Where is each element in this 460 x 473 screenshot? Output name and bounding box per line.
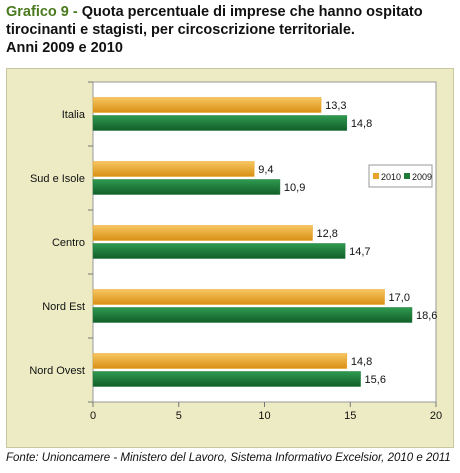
bar-2009: [92, 243, 346, 259]
bar-2009: [92, 307, 413, 323]
plot-area: [92, 81, 437, 403]
data-label-2009: 15,6: [365, 374, 386, 386]
title-line-3: Anni 2009 e 2010: [6, 40, 123, 56]
data-label-2010: 17,0: [389, 292, 410, 304]
category-label: Sud e Isole: [30, 173, 85, 185]
legend-label-2009: 2009: [412, 172, 432, 182]
title-prefix: Grafico 9 -: [6, 4, 82, 20]
bar-2010: [92, 97, 322, 113]
data-label-2009: 10,9: [284, 182, 305, 194]
x-tick-label: 0: [90, 410, 96, 422]
bar-2009: [92, 371, 361, 387]
title-line-2: tirocinanti e stagisti, per circoscrizio…: [6, 22, 355, 38]
legend-swatch-2010: [373, 173, 379, 179]
data-label-2009: 14,7: [349, 246, 370, 258]
category-label: Italia: [62, 109, 86, 121]
data-label-2010: 12,8: [317, 228, 338, 240]
data-label-2010: 13,3: [325, 100, 346, 112]
bar-2010: [92, 225, 313, 241]
source-note: Fonte: Unioncamere - Ministero del Lavor…: [6, 452, 451, 464]
x-tick-label: 20: [430, 410, 442, 422]
x-tick-label: 5: [176, 410, 182, 422]
bar-2009: [92, 179, 281, 195]
category-label: Nord Est: [42, 301, 85, 313]
bar-2010: [92, 161, 255, 177]
bar-2010: [92, 353, 348, 369]
legend-label-2010: 2010: [381, 172, 401, 182]
title-text-1: Quota percentuale di imprese che hanno o…: [81, 4, 423, 20]
x-tick-label: 15: [344, 410, 356, 422]
bar-2010: [92, 289, 385, 305]
x-tick-label: 10: [258, 410, 270, 422]
title-line-1: Grafico 9 - Quota percentuale di imprese…: [6, 3, 456, 21]
data-label-2009: 18,6: [416, 310, 437, 322]
chart-title: Grafico 9 - Quota percentuale di imprese…: [6, 3, 456, 57]
bar-2009: [92, 115, 348, 131]
data-label-2009: 14,8: [351, 118, 372, 130]
category-label: Centro: [52, 237, 85, 249]
category-label: Nord Ovest: [29, 365, 85, 377]
legend: [368, 164, 433, 188]
data-label-2010: 9,4: [258, 164, 273, 176]
data-label-2010: 14,8: [351, 356, 372, 368]
legend-swatch-2009: [404, 173, 410, 179]
